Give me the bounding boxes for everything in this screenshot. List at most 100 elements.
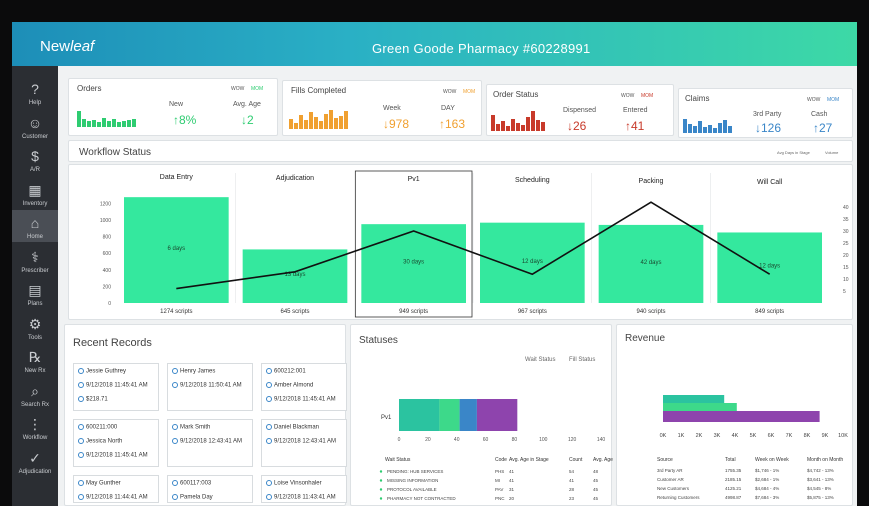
revenue-bar [663, 411, 820, 422]
table-cell: $4,545 - 8% [807, 486, 831, 491]
sidebar-item-inventory[interactable]: ▦ Inventory [12, 177, 58, 209]
y-tick-label: 1000 [100, 218, 111, 224]
record-icon [266, 438, 272, 444]
bar-data-label: 940 scripts [636, 309, 665, 315]
record-text: 9/12/2018 11:43:41 AM [274, 494, 336, 501]
table-cell: 3rd Party AR [657, 468, 683, 473]
record-name: 600211:000 [78, 424, 117, 431]
record-card[interactable]: 600211:000 Jessica North 9/12/2018 11:45:4… [73, 419, 159, 467]
status-dot [379, 497, 383, 500]
table-cell: Customer AR [657, 477, 685, 482]
entered-label: Entered [623, 107, 648, 114]
x-tick-label: 0 [398, 437, 401, 443]
sidebar-item-plans[interactable]: ▤ Plans [12, 277, 58, 309]
mom-toggle[interactable]: MOM [827, 97, 840, 103]
order-status-card[interactable]: Order Status WOW MOM Dispensed ↓26 Enter… [486, 84, 674, 136]
table-cell: 31 [509, 487, 515, 492]
table-cell: $4,742 - 13% [807, 468, 834, 473]
table-header: Code [495, 457, 507, 463]
sidebar-item-prescriber[interactable]: ⚕ Prescriber [12, 244, 58, 276]
sidebar-item-a-r[interactable]: $ A/R [12, 143, 58, 175]
table-cell: New Customers [657, 486, 690, 491]
status-segment [399, 399, 440, 431]
x-tick-label: 60 [483, 437, 489, 443]
table-cell: 41 [509, 469, 515, 474]
search-icon: ⌕ [31, 382, 39, 399]
mom-toggle[interactable]: MOM [251, 86, 264, 92]
sidebar-item-label: New Rx [24, 368, 46, 374]
record-date: 9/12/2018 11:45:41 AM [78, 452, 148, 459]
record-text: Henry James [180, 368, 216, 375]
x-tick-label: 8K [804, 433, 811, 439]
record-text: Amber Almond [274, 382, 314, 389]
record-name: Henry James [172, 368, 215, 375]
y-tick-label: 0 [108, 301, 111, 307]
stage-name: Will Call [757, 179, 783, 186]
bar-data-label: 645 scripts [280, 309, 309, 315]
sidebar-item-home[interactable]: ⌂ Home [12, 210, 58, 242]
table-header: Avg. Age [593, 457, 613, 463]
record-card[interactable]: Henry James 9/12/2018 11:50:41 AM [167, 363, 253, 411]
record-name: Jessie Guthrey [78, 368, 126, 375]
record-icon [172, 382, 178, 388]
orders-card[interactable]: Orders WOW MOM New ↑8% Avg. Age ↓2 [68, 78, 278, 136]
record-text: 9/12/2018 12:43:41 AM [274, 438, 337, 445]
cash-value: ↑27 [813, 121, 833, 135]
line-data-label: 30 days [403, 260, 424, 266]
table-cell: 23 [569, 496, 575, 501]
sidebar-item-search-rx[interactable]: ⌕ Search Rx [12, 378, 58, 410]
stage-bar [598, 224, 704, 303]
record-text: 9/12/2018 11:44:41 AM [86, 494, 148, 501]
sidebar-item-customer[interactable]: ☺ Customer [12, 110, 58, 142]
record-card[interactable]: Daniel Blackman 9/12/2018 12:43:41 AM [261, 419, 347, 467]
table-cell: $1,746 - 1% [755, 468, 779, 473]
sidebar-item-tools[interactable]: ⚙ Tools [12, 311, 58, 343]
wow-toggle[interactable]: WOW [621, 93, 635, 99]
boxes-icon: ▦ [28, 181, 42, 198]
record-card[interactable]: Jessie Guthrey 9/12/2018 11:45:41 AM $218.… [73, 363, 159, 411]
mom-toggle[interactable]: MOM [463, 89, 476, 95]
fill-status-legend[interactable]: Fill Status [569, 357, 596, 363]
y2-tick-label: 30 [843, 229, 849, 235]
table-cell: 41 [569, 478, 575, 483]
line-data-label: 12 days [522, 259, 543, 265]
record-card[interactable]: 600212:001 Amber Almond 9/12/2018 11:45:41… [261, 363, 347, 411]
record-text: Pamela Day [180, 494, 213, 501]
record-card[interactable]: May Gunther 9/12/2018 11:44:41 AM [73, 475, 159, 503]
recent-records-title: Recent Records [73, 337, 152, 349]
revenue-chart: 0K 1K 2K 3K 4K 5K 6K 7K 8K 9K 10K Source Total Week o… [657, 395, 848, 500]
table-header: Total [725, 457, 736, 463]
sidebar-item-new-rx[interactable]: ℞ New Rx [12, 344, 58, 376]
orders-title: Orders [77, 84, 102, 93]
status-dot [379, 488, 383, 491]
record-value: Jessica North [78, 438, 122, 445]
y2-tick-label: 15 [843, 265, 849, 271]
revenue-card: Revenue 0K 1K 2K 3K 4K 5K 6K 7K 8K 9K 10K Source Tot… [616, 324, 853, 506]
revenue-bar [663, 403, 737, 411]
table-cell: PAV [495, 487, 503, 492]
wow-toggle[interactable]: WOW [443, 89, 457, 95]
sidebar-item-help[interactable]: ? Help [12, 76, 58, 108]
fills-card[interactable]: Fills Completed WOW MOM Week ↓978 DAY ↑1… [282, 80, 482, 136]
claims-card[interactable]: Claims WOW MOM 3rd Party ↓126 Cash ↑27 [678, 88, 853, 138]
table-cell: 45 [593, 478, 599, 483]
mom-toggle[interactable]: MOM [641, 93, 654, 99]
wow-toggle[interactable]: WOW [231, 86, 245, 92]
status-segment [439, 399, 460, 431]
wait-status-legend[interactable]: Wait Status [525, 357, 556, 363]
stage-bar [717, 232, 822, 303]
table-cell: 2185.15 [725, 477, 742, 482]
wow-toggle[interactable]: WOW [807, 97, 821, 103]
stage-name: Pv1 [408, 176, 420, 183]
record-icon [78, 494, 84, 500]
sidebar-item-adjudication[interactable]: ✓ Adjudication [12, 445, 58, 477]
record-card[interactable]: Mark Smith 9/12/2018 12:43:41 AM [167, 419, 253, 467]
bar-data-label: 967 scripts [518, 309, 547, 315]
line-data-label: 42 days [640, 260, 661, 266]
table-cell: Returning Customers [657, 495, 700, 500]
sidebar-item-workflow[interactable]: ⋮ Workflow [12, 411, 58, 443]
record-text: $218.71 [86, 396, 108, 403]
record-text: May Gunther [86, 480, 121, 487]
